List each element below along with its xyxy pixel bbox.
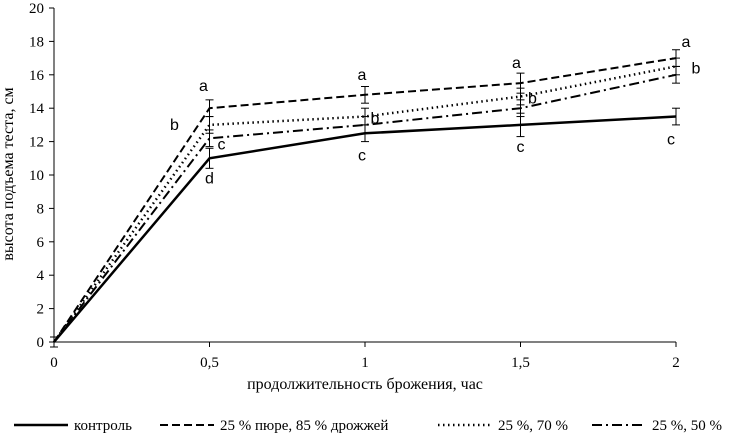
x-tick-label: 1 <box>361 355 369 371</box>
legend-label-25-pyure-85: 25 % пюре, 85 % дрожжей <box>220 418 388 434</box>
error-bar <box>205 129 214 148</box>
significance-letter: a <box>682 34 691 51</box>
error-bar <box>205 147 214 169</box>
significance-letter: b <box>371 111 380 128</box>
y-tick-label: 14 <box>29 101 45 117</box>
significance-letter: b <box>692 60 701 77</box>
significance-letter: c <box>667 132 675 149</box>
legend-label-kontrol: контроль <box>74 418 132 434</box>
y-tick-label: 8 <box>37 201 45 217</box>
significance-letter: c <box>218 136 226 153</box>
error-bar <box>672 107 680 126</box>
y-tick-label: 18 <box>29 34 44 50</box>
y-axis-title: высота подъема теста, см <box>0 87 17 260</box>
significance-letter: b <box>170 117 179 134</box>
legend: контроль 25 % пюре, 85 % дрожжей 25 %, 7… <box>14 418 722 434</box>
x-axis-title: продолжительность брожения, час <box>247 376 483 393</box>
significance-letter: d <box>205 170 214 187</box>
legend-label-25-50: 25 %, 50 % <box>652 418 722 434</box>
significance-letter: a <box>199 78 208 95</box>
x-tick-label: 2 <box>672 355 680 371</box>
y-tick-label: 10 <box>29 168 44 184</box>
y-tick-label: 12 <box>29 135 44 151</box>
x-tick-label: 0,5 <box>200 355 219 371</box>
y-tick-label: 6 <box>37 235 45 251</box>
significance-letter: a <box>358 67 367 84</box>
y-tick-label: 16 <box>29 68 45 84</box>
error-bar <box>50 336 58 348</box>
significance-letter: a <box>512 55 521 72</box>
y-tick-label: 2 <box>37 302 45 318</box>
y-tick-label: 4 <box>37 268 45 284</box>
x-tick-label: 0 <box>50 355 58 371</box>
significance-letter: b <box>528 91 537 108</box>
y-tick-label: 20 <box>29 1 44 17</box>
error-bar <box>516 99 525 118</box>
significance-letter: c <box>517 139 525 156</box>
y-tick-label: 0 <box>37 335 45 351</box>
y-axis-ticks: 0 2 4 6 8 10 12 14 16 18 20 <box>29 1 54 351</box>
significance-letter: c <box>358 147 366 164</box>
series-group <box>50 49 680 348</box>
series-line-3 <box>53 73 677 343</box>
error-bar <box>361 85 369 104</box>
axes <box>53 8 676 343</box>
error-bar <box>672 65 680 84</box>
x-axis-ticks: 0 0,5 1 1,5 2 <box>50 342 680 371</box>
error-bar <box>361 116 369 134</box>
legend-label-25-70: 25 %, 70 % <box>498 418 568 434</box>
x-tick-label: 1,5 <box>511 355 530 371</box>
